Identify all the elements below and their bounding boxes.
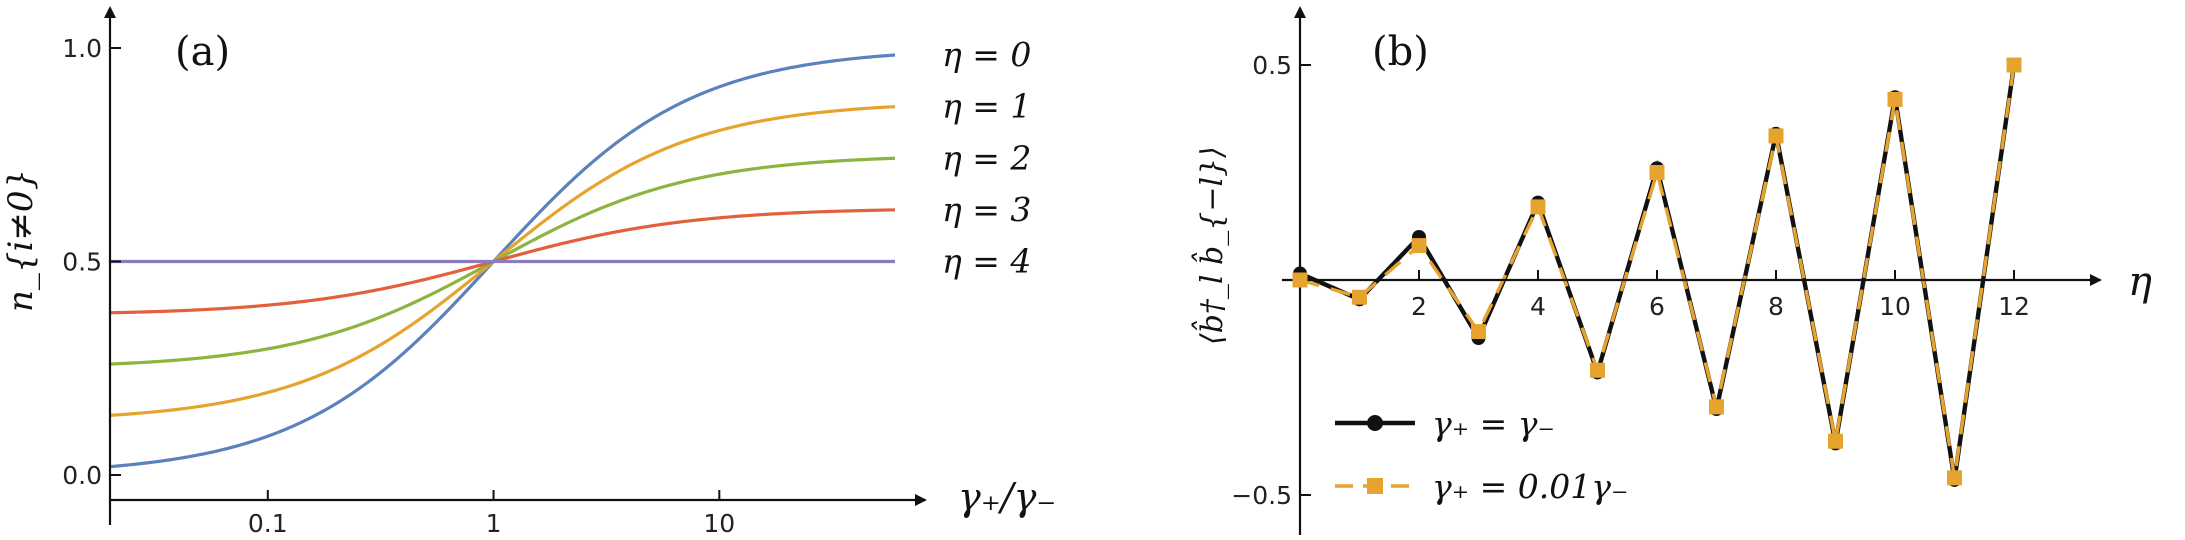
panel-a-x-axis-label: γ₊/γ₋ bbox=[958, 475, 1056, 519]
panel-a-y-tick-label: 1.0 bbox=[62, 34, 102, 63]
panel-a-series-eta-3-label: η = 3 bbox=[942, 190, 1031, 229]
panel-b-point-square bbox=[2006, 57, 2022, 73]
panel-b-x-tick-label: 12 bbox=[1998, 292, 2030, 321]
panel-a-series-labels: η = 0 η = 1 η = 2 η = 3 η = 4 bbox=[942, 35, 1031, 281]
legend-square-marker bbox=[1367, 478, 1383, 494]
panel-b-y-tick-label: 0.5 bbox=[1252, 51, 1292, 80]
panel-b-point-square bbox=[1471, 324, 1486, 340]
panel-b-y-tick-label: −0.5 bbox=[1231, 481, 1292, 510]
panel-b-point-square bbox=[1590, 362, 1605, 378]
panel-a-y-axis-label: n_{i≠0} bbox=[1, 169, 41, 312]
panel-b: (b) 2 4 6 8 10 12 −0.5 0.5 η ⟨b̂†_l b̂_{−l}⟩ γ₊… bbox=[1191, 6, 2152, 535]
panel-b-axes bbox=[1282, 6, 2102, 535]
panel-b-x-tick-label: 2 bbox=[1411, 292, 1427, 321]
panel-a: (a) 0.1 1 10 0.0 0.5 1.0 η = 0 η = 1 η = 2 η = 3… bbox=[1, 6, 1056, 538]
panel-a-y-tick-label: 0.5 bbox=[62, 248, 102, 277]
legend-entry-small-ratio: γ₊ = 0.01γ₋ bbox=[1335, 467, 1628, 506]
panel-b-label: (b) bbox=[1372, 29, 1429, 75]
panel-b-point-square bbox=[1947, 470, 1962, 486]
panel-a-series-eta-2-label: η = 2 bbox=[942, 138, 1031, 177]
panel-b-point-square bbox=[1828, 433, 1843, 449]
panel-b-point-square bbox=[1887, 91, 1903, 107]
panel-a-series-eta-0-line bbox=[109, 53, 896, 469]
panel-b-x-tick-label: 4 bbox=[1530, 292, 1546, 321]
legend-entry-label: γ₊ = 0.01γ₋ bbox=[1432, 467, 1628, 506]
panel-a-ticks: 0.1 1 10 0.0 0.5 1.0 bbox=[62, 34, 735, 538]
panel-a-x-tick-label: 10 bbox=[703, 509, 735, 538]
panel-b-point-square bbox=[1292, 272, 1308, 288]
panel-b-x-axis-label: η bbox=[2128, 259, 2152, 305]
panel-b-ticks: 2 4 6 8 10 12 −0.5 0.5 bbox=[1231, 51, 2030, 510]
panel-b-x-tick-label: 6 bbox=[1649, 292, 1665, 321]
panel-b-point-square bbox=[1411, 238, 1427, 254]
panel-b-point-square bbox=[1709, 399, 1724, 415]
panel-b-point-square bbox=[1649, 165, 1665, 180]
panel-b-y-axis-label: ⟨b̂†_l b̂_{−l}⟩ bbox=[1191, 146, 1230, 345]
panel-a-label: (a) bbox=[175, 29, 230, 75]
panel-a-axes bbox=[104, 6, 927, 525]
legend-entry-equal-rates: γ₊ = γ₋ bbox=[1335, 404, 1555, 443]
panel-a-series-eta-3-line bbox=[109, 208, 896, 315]
panel-a-series-group bbox=[109, 53, 896, 469]
panel-a-x-tick-label: 1 bbox=[486, 509, 502, 538]
panel-a-series-eta-1-label: η = 1 bbox=[942, 87, 1031, 126]
panel-a-series-eta-0-label: η = 0 bbox=[942, 35, 1031, 74]
panel-a-x-tick-label: 0.1 bbox=[248, 509, 288, 538]
panel-b-x-tick-label: 10 bbox=[1879, 292, 1911, 321]
panel-a-series-eta-2-line bbox=[109, 156, 896, 366]
panel-b-point-square bbox=[1530, 199, 1546, 215]
legend-entry-label: γ₊ = γ₋ bbox=[1432, 404, 1555, 443]
panel-b-point-square bbox=[1352, 289, 1367, 305]
panel-b-x-tick-label: 8 bbox=[1768, 292, 1784, 321]
panel-b-point-square bbox=[1768, 128, 1784, 144]
panel-a-series-eta-1-line bbox=[109, 105, 896, 417]
legend-circle-marker bbox=[1367, 415, 1383, 431]
panel-b-legend: γ₊ = γ₋ γ₊ = 0.01γ₋ bbox=[1335, 404, 1628, 506]
panel-b-markers bbox=[1292, 57, 2022, 487]
panel-a-y-tick-label: 0.0 bbox=[62, 461, 102, 490]
panel-a-series-eta-4-label: η = 4 bbox=[942, 242, 1031, 281]
